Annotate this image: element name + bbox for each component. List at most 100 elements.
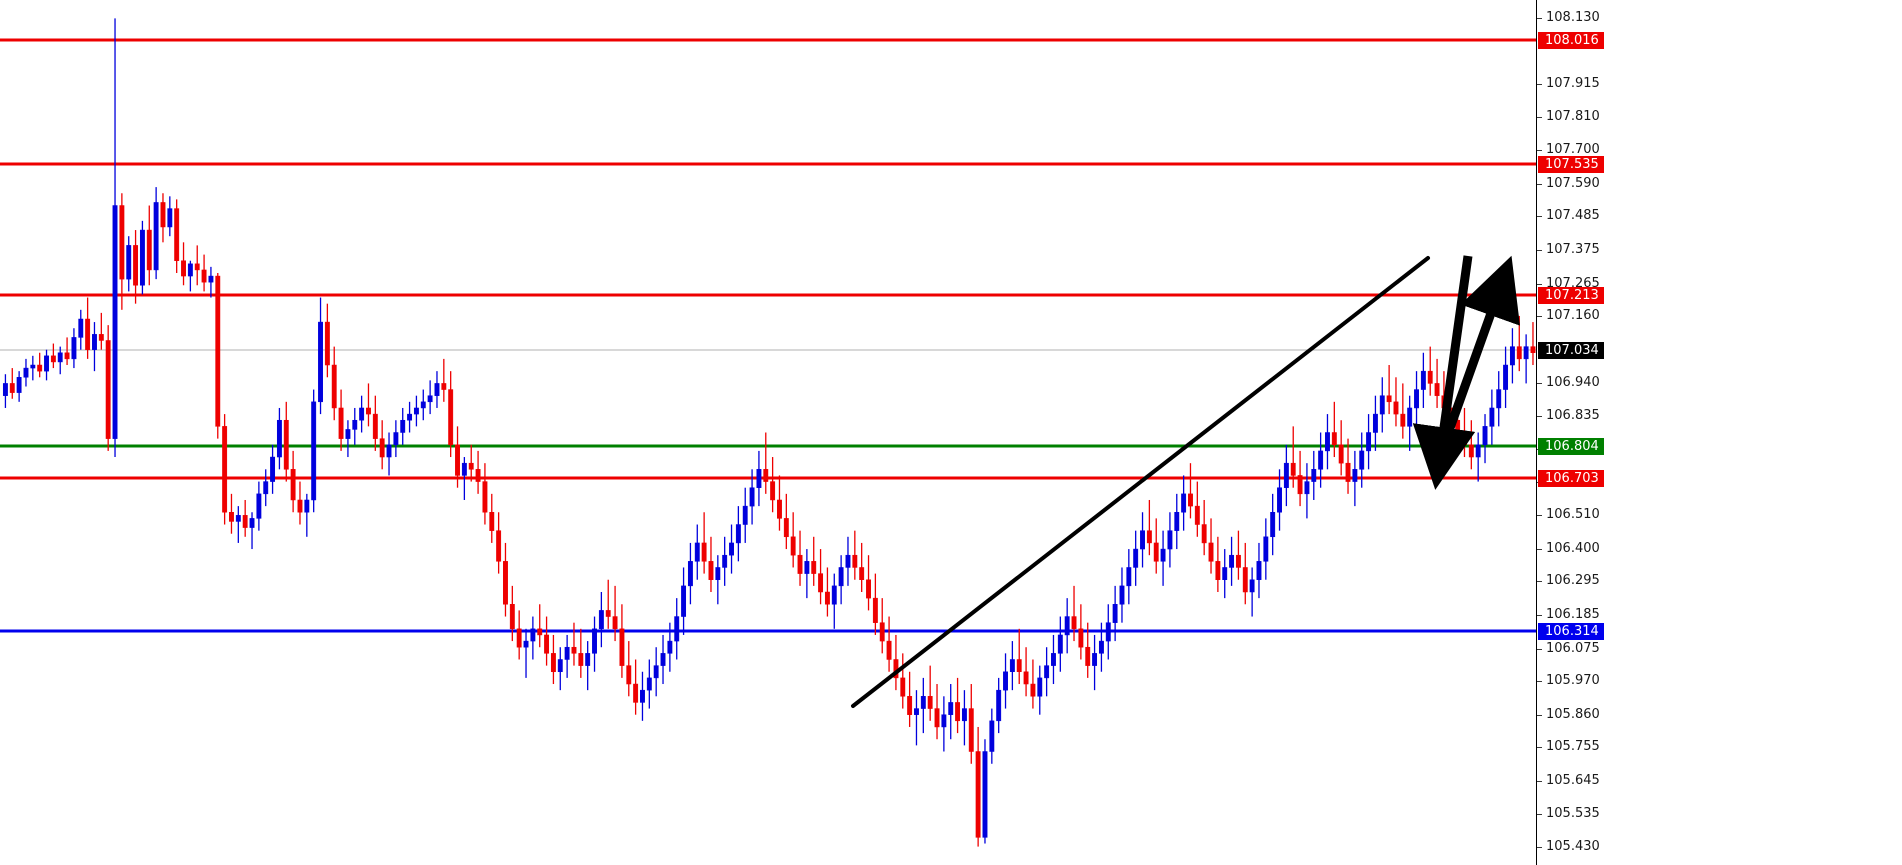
- candle-body: [1304, 481, 1310, 495]
- candle-body: [139, 229, 145, 286]
- axis-tick: [1537, 315, 1542, 317]
- projection-arrow-up-1[interactable]: [1435, 255, 1520, 458]
- candle-body: [1112, 604, 1118, 623]
- resistance-107535-tag[interactable]: 107.535: [1538, 156, 1604, 173]
- ascending-trendline[interactable]: [851, 256, 1430, 708]
- candle-body: [119, 205, 125, 280]
- candle-body: [1126, 567, 1132, 587]
- candle-body: [1242, 567, 1248, 593]
- candle-body: [9, 383, 15, 393]
- candle-body: [694, 542, 700, 562]
- candle-body: [735, 524, 741, 544]
- axis-tick-label: 106.940: [1546, 375, 1600, 391]
- candle-body: [509, 604, 515, 630]
- candle-body: [1489, 407, 1495, 427]
- candle-body: [503, 561, 508, 605]
- candle-body: [1071, 616, 1077, 630]
- candle-body: [1235, 554, 1241, 568]
- support-106314-tag[interactable]: 106.314: [1538, 623, 1604, 640]
- candle-body: [1311, 469, 1317, 482]
- candle-body: [1420, 370, 1426, 390]
- candle-body: [1174, 512, 1180, 531]
- candle-body: [687, 561, 693, 587]
- candle-body: [229, 512, 234, 522]
- candle-body: [989, 720, 995, 752]
- candle-body: [407, 413, 413, 421]
- candle-body: [1462, 432, 1467, 446]
- candle-body: [50, 355, 56, 363]
- candle-body: [92, 334, 97, 350]
- candle-body: [886, 640, 892, 660]
- projection-arrows[interactable]: [1412, 157, 1536, 490]
- candle-body: [619, 628, 625, 666]
- candle-body: [256, 493, 262, 519]
- resistance-107213-tag[interactable]: 107.213: [1538, 287, 1604, 304]
- resistance-108016-tag[interactable]: 108.016: [1538, 32, 1604, 49]
- axis-tick-label: 107.160: [1546, 307, 1600, 323]
- candle-body: [304, 499, 310, 513]
- candle-body: [660, 653, 666, 666]
- candle-body: [30, 364, 36, 369]
- candle-body: [1003, 671, 1008, 691]
- candle-body: [1064, 616, 1070, 636]
- candle-body: [948, 702, 954, 715]
- candle-body: [1523, 346, 1529, 360]
- axis-tick-label: 106.295: [1546, 573, 1600, 589]
- axis-tick: [1537, 746, 1542, 748]
- axis-tick: [1537, 283, 1542, 285]
- candle-body: [400, 419, 406, 433]
- candle-body: [537, 628, 543, 636]
- candle-body: [146, 229, 152, 271]
- candle-body: [249, 518, 255, 528]
- candle-body: [263, 481, 269, 495]
- candle-body: [1140, 530, 1145, 550]
- candle-body: [23, 367, 29, 378]
- candle-body: [352, 419, 358, 430]
- support-106703-tag[interactable]: 106.703: [1538, 470, 1604, 487]
- axis-tick: [1537, 581, 1542, 583]
- current-price-107034-tag[interactable]: 107.034: [1538, 342, 1604, 359]
- axis-tick-label: 107.915: [1546, 76, 1600, 92]
- candle-body: [1427, 370, 1433, 384]
- candle-body: [934, 708, 940, 728]
- candle-body: [523, 640, 529, 648]
- candle-body: [1290, 462, 1296, 476]
- chart-plot-area[interactable]: [0, 0, 1536, 865]
- price-axis[interactable]: 108.130 107.915 107.810 107.700 107.590 107.4…: [1536, 0, 1902, 865]
- candle-body: [975, 751, 981, 838]
- axis-tick: [1537, 216, 1542, 218]
- candle-body: [1181, 493, 1187, 513]
- candle-body: [379, 438, 385, 458]
- ascending-trendline[interactable]: [851, 256, 1430, 708]
- candle-body: [181, 260, 186, 277]
- candle-body: [818, 573, 824, 593]
- candle-body: [612, 616, 618, 630]
- candle-body: [71, 337, 77, 360]
- candle-body: [1153, 542, 1159, 562]
- horizontal-price-lines[interactable]: [0, 38, 1536, 633]
- candle-body: [530, 628, 536, 642]
- candle-body: [1277, 487, 1282, 513]
- candle-body: [927, 696, 933, 709]
- candle-body: [804, 561, 810, 574]
- axis-tick: [1537, 383, 1542, 385]
- candle-body: [338, 407, 344, 439]
- candle-body: [434, 383, 440, 396]
- candle-body: [859, 567, 865, 580]
- candle-body: [742, 505, 748, 525]
- candle-body: [318, 321, 323, 403]
- candle-body: [359, 407, 365, 421]
- support-106804-tag[interactable]: 106.804: [1538, 438, 1604, 455]
- axis-tick: [1537, 515, 1542, 517]
- candle-body: [1229, 554, 1235, 568]
- candle-body: [961, 708, 967, 722]
- candle-body: [270, 456, 276, 482]
- candle-body: [598, 610, 604, 630]
- axis-tick-label: 107.590: [1546, 176, 1600, 192]
- candle-body: [187, 263, 193, 277]
- candle-body: [879, 622, 885, 642]
- candle-body: [1023, 671, 1029, 685]
- candle-body: [646, 677, 652, 691]
- candle-body: [133, 245, 139, 286]
